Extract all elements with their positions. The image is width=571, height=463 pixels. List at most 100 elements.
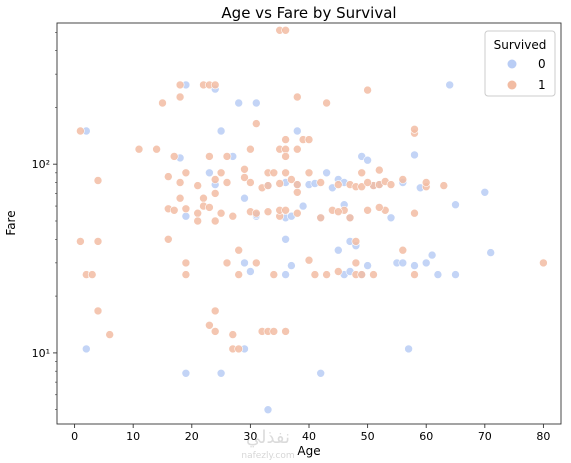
legend-title: Survived xyxy=(494,38,547,52)
data-point-survived-1 xyxy=(240,165,249,174)
data-point-survived-1 xyxy=(193,216,202,226)
data-point-survived-1 xyxy=(76,126,85,136)
data-point-survived-1 xyxy=(169,152,179,161)
data-point-survived-1 xyxy=(175,80,185,90)
data-point-survived-1 xyxy=(210,80,220,90)
data-point-survived-1 xyxy=(304,255,314,265)
data-point-survived-1 xyxy=(281,152,290,161)
data-point-survived-0 xyxy=(386,213,396,223)
data-point-survived-0 xyxy=(181,211,191,221)
data-point-survived-0 xyxy=(433,270,443,279)
data-point-survived-1 xyxy=(369,270,378,279)
data-point-survived-1 xyxy=(105,330,114,339)
data-point-survived-0 xyxy=(363,155,372,165)
data-point-survived-0 xyxy=(298,201,308,211)
data-point-survived-1 xyxy=(251,119,261,128)
data-point-survived-0 xyxy=(246,267,255,276)
data-point-survived-1 xyxy=(269,168,279,178)
legend-marker-0 xyxy=(507,59,517,69)
data-point-survived-1 xyxy=(539,258,548,268)
data-point-survived-0 xyxy=(421,258,431,268)
data-point-survived-1 xyxy=(363,206,372,215)
x-tick-label: 60 xyxy=(419,430,433,443)
data-point-survived-1 xyxy=(374,165,384,175)
data-point-survived-0 xyxy=(410,261,419,270)
watermark-site: nafezly.com xyxy=(241,451,294,461)
data-point-survived-0 xyxy=(251,98,261,108)
data-point-survived-1 xyxy=(345,213,355,223)
data-point-survived-1 xyxy=(410,208,419,218)
data-point-survived-1 xyxy=(292,180,302,189)
data-point-survived-0 xyxy=(181,368,191,378)
data-point-survived-0 xyxy=(216,368,226,378)
data-point-survived-1 xyxy=(357,168,367,178)
data-point-survived-1 xyxy=(287,175,296,184)
data-point-survived-1 xyxy=(281,327,290,336)
data-point-survived-1 xyxy=(134,144,144,154)
x-tick-label: 50 xyxy=(361,430,375,443)
data-point-survived-1 xyxy=(210,189,220,198)
data-point-survived-1 xyxy=(87,270,97,279)
data-point-survived-1 xyxy=(421,178,431,187)
data-point-survived-1 xyxy=(281,135,290,144)
data-point-survived-0 xyxy=(240,193,249,203)
data-point-survived-1 xyxy=(251,258,261,268)
data-point-survived-1 xyxy=(181,270,191,279)
data-point-survived-1 xyxy=(333,267,343,276)
data-point-survived-1 xyxy=(304,168,314,178)
data-point-survived-1 xyxy=(93,306,103,316)
data-point-survived-1 xyxy=(281,168,290,178)
data-point-survived-1 xyxy=(316,178,326,187)
data-point-survived-1 xyxy=(263,181,273,190)
legend-label-0: 0 xyxy=(538,57,546,71)
chart-title: Age vs Fare by Survival xyxy=(221,4,396,22)
data-point-survived-0 xyxy=(404,344,413,354)
data-point-survived-1 xyxy=(269,327,279,336)
data-point-survived-1 xyxy=(439,181,449,190)
data-point-survived-1 xyxy=(310,270,320,279)
watermark-brand: نفذلي xyxy=(246,427,290,448)
data-point-survived-1 xyxy=(374,203,384,212)
data-point-survived-1 xyxy=(76,237,85,246)
data-point-survived-0 xyxy=(292,126,302,136)
data-point-survived-1 xyxy=(205,152,214,161)
data-point-survived-1 xyxy=(210,175,220,184)
data-point-survived-0 xyxy=(316,368,326,378)
data-point-survived-1 xyxy=(281,25,290,35)
data-point-survived-0 xyxy=(451,200,460,209)
data-point-survived-1 xyxy=(228,211,238,221)
x-tick-label: 40 xyxy=(302,430,316,443)
data-point-survived-1 xyxy=(234,270,243,279)
data-point-survived-1 xyxy=(410,125,419,134)
data-point-survived-1 xyxy=(164,172,173,181)
data-point-survived-1 xyxy=(246,144,255,154)
data-point-survived-1 xyxy=(269,270,279,279)
data-point-survived-0 xyxy=(398,258,408,268)
data-point-survived-1 xyxy=(363,85,372,95)
data-point-survived-0 xyxy=(410,150,419,160)
data-point-survived-0 xyxy=(287,261,296,270)
data-point-survived-0 xyxy=(234,98,243,108)
x-tick-label: 30 xyxy=(243,430,257,443)
data-point-survived-1 xyxy=(322,98,331,108)
data-point-survived-1 xyxy=(357,270,367,279)
data-point-survived-1 xyxy=(181,168,191,178)
data-point-survived-1 xyxy=(292,144,302,154)
data-point-survived-1 xyxy=(234,245,243,255)
data-point-survived-1 xyxy=(210,306,220,316)
data-point-survived-1 xyxy=(216,168,226,178)
x-tick-label: 70 xyxy=(478,430,492,443)
plot-area xyxy=(56,22,562,425)
data-point-survived-1 xyxy=(410,270,419,279)
y-tick-label: 10¹ xyxy=(32,347,50,360)
data-point-survived-0 xyxy=(480,188,490,197)
data-point-survived-1 xyxy=(175,193,185,203)
data-point-survived-0 xyxy=(322,168,331,178)
data-point-survived-1 xyxy=(175,92,185,102)
data-point-survived-0 xyxy=(445,80,455,90)
data-point-survived-1 xyxy=(292,208,302,218)
data-point-survived-1 xyxy=(292,92,302,102)
legend-marker-1 xyxy=(507,80,517,90)
data-point-survived-1 xyxy=(205,320,214,330)
data-point-survived-1 xyxy=(275,179,285,188)
